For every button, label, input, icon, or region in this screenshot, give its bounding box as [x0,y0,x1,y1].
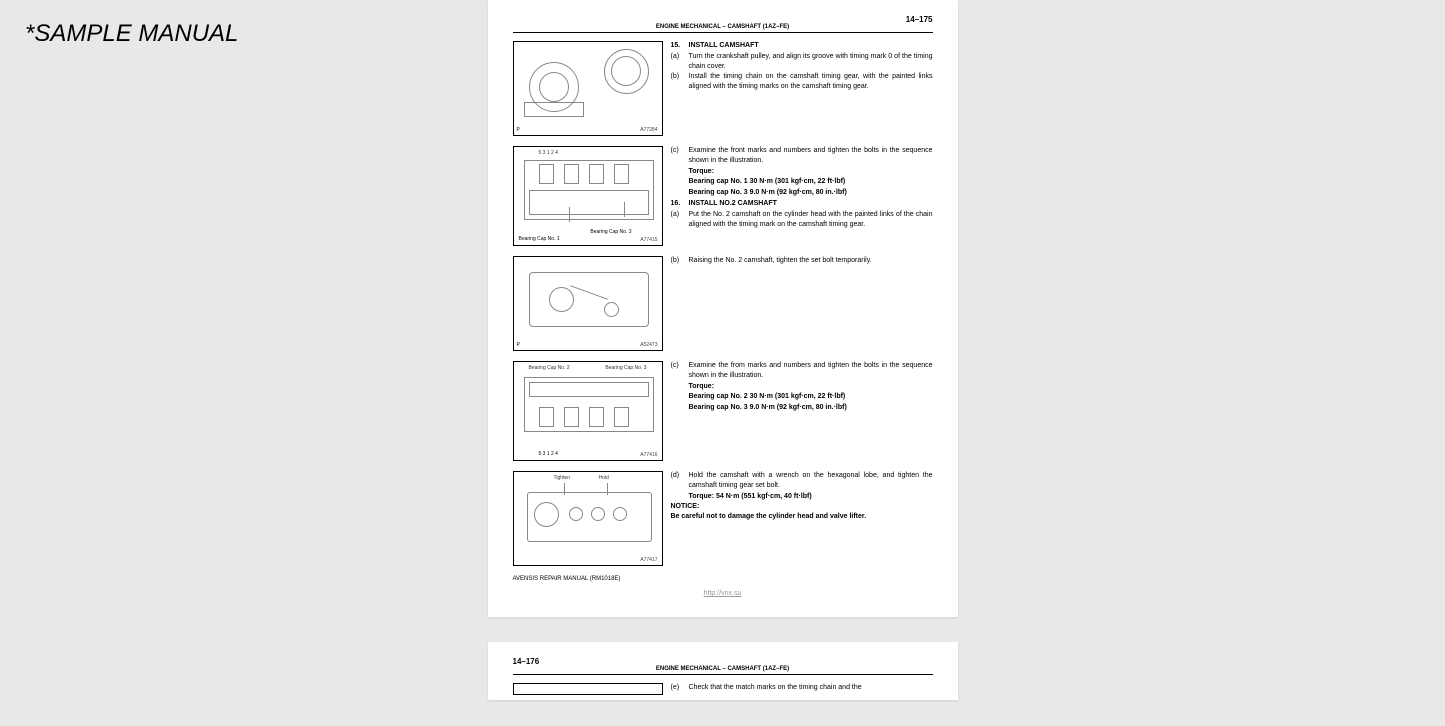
page-number: 14–175 [513,15,933,24]
step-letter: (e) [671,683,683,693]
step-text: Install the timing chain on the camshaft… [689,72,933,92]
step-content: 15. INSTALL CAMSHAFT (a) Turn the cranksha… [671,41,933,136]
page-header: ENGINE MECHANICAL – CAMSHAFT (1AZ–FE) [513,666,933,675]
step-letter: (c) [671,146,683,166]
torque-value: Bearing cap No. 2 30 N·m (301 kgf·cm, 22… [689,392,846,402]
diagram-id: A77415 [640,237,657,243]
torque-value: Bearing cap No. 3 9.0 N·m (92 kgf·cm, 80… [689,188,847,198]
diagram-bearing-caps-1-3: 5 3 1 2 4 Bearing Cap No. 1 Bearing Cap … [513,146,663,246]
step-letter: (b) [671,72,683,92]
step-content: (b) Raising the No. 2 camshaft, tighten t… [671,256,933,351]
step-letter: (d) [671,471,683,491]
sample-watermark: *SAMPLE MANUAL [25,20,238,48]
diagram-label-cap2: Bearing Cap No. 2 [529,365,570,371]
step-letter: (b) [671,256,683,266]
section-raising-camshaft: P A52473 (b) Raising the No. 2 camshaft, … [513,256,933,351]
step-title: INSTALL NO.2 CAMSHAFT [689,199,777,209]
torque-label: Torque: [689,167,715,177]
step-text: Put the No. 2 camshaft on the cylinder h… [689,210,933,230]
diagram-bottom-numbers: 5 3 1 2 4 [539,451,558,457]
diagram-id: A77417 [640,557,657,563]
diagram-id: A77284 [640,127,657,133]
diagram-label-cap1: Bearing Cap No. 1 [519,236,560,242]
diagram-id: A77416 [640,452,657,458]
step-text: Examine the from marks and numbers and t… [689,361,933,381]
section-bearing-caps-2-3: Bearing Cap No. 2 Bearing Cap No. 3 5 3 … [513,361,933,461]
diagram-label-cap3: Bearing Cap No. 3 [605,365,646,371]
diagram-crankshaft-pulley: P A77284 [513,41,663,136]
step-text: Check that the match marks on the timing… [689,683,933,693]
section-bearing-caps: 5 3 1 2 4 Bearing Cap No. 1 Bearing Cap … [513,146,933,246]
section-hold-camshaft: Tighten Hold A77417 (d) Hold the camshaft… [513,471,933,566]
page-footer: AVENSIS REPAIR MANUAL (RM1018E) [513,576,933,582]
step-title: INSTALL CAMSHAFT [689,41,759,51]
notice-text: Be careful not to damage the cylinder he… [671,512,933,522]
torque-value: Bearing cap No. 1 30 N·m (301 kgf·cm, 22… [689,177,846,187]
diagram-top-numbers: 5 3 1 2 4 [539,150,558,156]
diagram-id: A52473 [640,342,657,348]
diagram-label-tighten: Tighten [554,475,571,481]
header-text: ENGINE MECHANICAL – CAMSHAFT (1AZ–FE) [513,24,933,30]
diagram-set-bolt: P A52473 [513,256,663,351]
step-letter: (a) [671,52,683,72]
diagram-label-cap3: Bearing Cap No. 3 [590,229,631,235]
step-number: 15. [671,41,683,51]
diagram-tighten-hold: Tighten Hold A77417 [513,471,663,566]
step-content: (c) Examine the from marks and numbers an… [671,361,933,461]
page-number: 14–176 [513,657,933,666]
section-install-camshaft: P A77284 15. INSTALL CAMSHAFT (a) Turn the… [513,41,933,136]
diagram-label-hold: Hold [599,475,609,481]
step-text: Turn the crankshaft pulley, and align it… [689,52,933,72]
step-letter: (a) [671,210,683,230]
torque-value: Torque: 54 N·m (551 kgf·cm, 40 ft·lbf) [689,492,812,502]
step-number: 16. [671,199,683,209]
step-text: Raising the No. 2 camshaft, tighten the … [689,256,933,266]
step-text: Examine the front marks and numbers and … [689,146,933,166]
step-content: (d) Hold the camshaft with a wrench on th… [671,471,933,566]
page-container: 14–175 ENGINE MECHANICAL – CAMSHAFT (1AZ… [488,0,958,700]
step-content: (c) Examine the front marks and numbers a… [671,146,933,246]
diagram-bearing-caps-2-3: Bearing Cap No. 2 Bearing Cap No. 3 5 3 … [513,361,663,461]
diagram-partial [513,683,663,695]
manual-page-2: 14–176 ENGINE MECHANICAL – CAMSHAFT (1AZ… [488,642,958,700]
step-letter: (c) [671,361,683,381]
manual-page-1: 14–175 ENGINE MECHANICAL – CAMSHAFT (1AZ… [488,0,958,617]
page-header: ENGINE MECHANICAL – CAMSHAFT (1AZ–FE) [513,24,933,33]
url-watermark: http://vnx.su [513,590,933,597]
torque-value: Bearing cap No. 3 9.0 N·m (92 kgf·cm, 80… [689,403,847,413]
step-content: (e) Check that the match marks on the tim… [671,683,933,695]
step-text: Hold the camshaft with a wrench on the h… [689,471,933,491]
header-text: ENGINE MECHANICAL – CAMSHAFT (1AZ–FE) [513,666,933,672]
torque-label: Torque: [689,382,715,392]
notice-label: NOTICE: [671,502,933,512]
